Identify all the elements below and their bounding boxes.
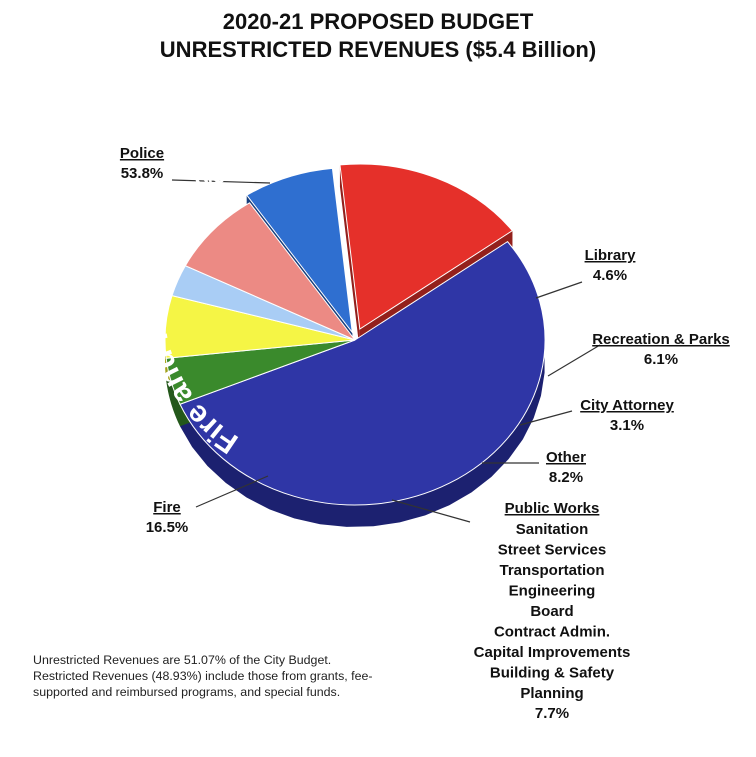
value-police: 53.8% xyxy=(121,165,164,182)
value-attorney: 3.1% xyxy=(610,417,644,434)
label-fire: Fire xyxy=(153,499,181,516)
sublabel-publicworks-8: Planning xyxy=(520,685,583,702)
slice-wall-fire-0 xyxy=(339,164,360,352)
leader-publicworks xyxy=(391,499,471,523)
sublabel-publicworks-6: Capital Improvements xyxy=(474,644,631,661)
slice-other xyxy=(184,202,356,341)
leader-police xyxy=(171,179,271,184)
value-library: 4.6% xyxy=(593,267,627,284)
sublabel-publicworks-5: Contract Admin. xyxy=(494,624,610,641)
value-fire: 16.5% xyxy=(146,519,189,536)
label-attorney: City Attorney xyxy=(580,397,674,414)
footnote-line-3: supported and reimbursed programs, and s… xyxy=(33,685,341,699)
value-publicworks: 7.7% xyxy=(535,705,569,722)
value-recreation: 6.1% xyxy=(644,351,678,368)
footnote-line-2: Restricted Revenues (48.93%) include tho… xyxy=(33,669,373,683)
label-other: Other xyxy=(546,449,586,466)
slice-police xyxy=(179,240,546,506)
chart-title-line1: 2020-21 PROPOSED BUDGET xyxy=(222,9,534,34)
value-other: 8.2% xyxy=(549,469,583,486)
slice-publicworks xyxy=(246,167,353,335)
sublabel-publicworks-4: Board xyxy=(530,603,573,620)
label-publicworks: Public Works xyxy=(505,500,600,517)
sublabel-publicworks-7: Building & Safety xyxy=(490,665,615,682)
footnote: Unrestricted Revenues are 51.07% of the … xyxy=(33,652,453,700)
footnote-line-1: Unrestricted Revenues are 51.07% of the … xyxy=(33,653,332,667)
slice-side-library xyxy=(166,358,181,427)
leader-attorney xyxy=(519,410,573,426)
sublabel-publicworks-0: Sanitation xyxy=(516,521,589,538)
slice-fire xyxy=(339,163,514,330)
label-recreation: Recreation & Parks xyxy=(592,331,730,348)
leader-library xyxy=(535,281,583,299)
chart-title-line2: UNRESTRICTED REVENUES ($5.4 Billion) xyxy=(159,37,597,62)
leader-recreation xyxy=(547,344,601,377)
label-library: Library xyxy=(585,247,637,264)
sublabel-publicworks-1: Street Services xyxy=(498,542,606,559)
label-police: Police xyxy=(120,145,164,162)
leader-fire xyxy=(195,475,269,508)
sublabel-publicworks-3: Engineering xyxy=(509,583,596,600)
sublabel-publicworks-2: Transportation xyxy=(499,562,604,579)
